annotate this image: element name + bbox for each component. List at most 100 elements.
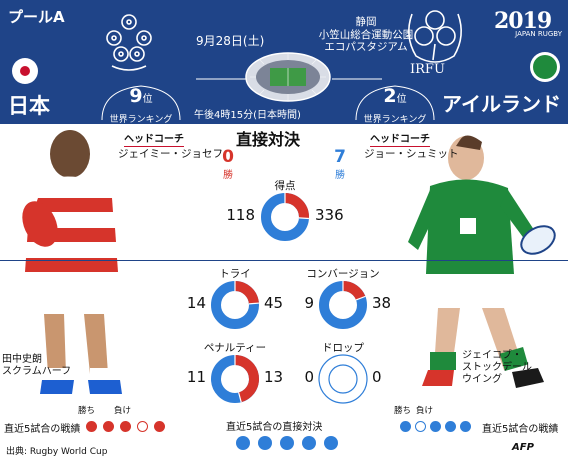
win-dot [460, 421, 471, 432]
kickoff-time: 午後4時15分(日本時間) [194, 110, 301, 121]
stat-label: ドロップ [322, 342, 364, 354]
irfu-text: IRFU [410, 62, 445, 77]
donut-gap [238, 392, 242, 403]
donut-gap [248, 302, 259, 305]
win-dot [430, 421, 441, 432]
japan-flag-icon [12, 58, 38, 84]
header-band: プールA 日本 9位 世界ランキング 9月28日(土) 静岡 小笠山総合運動公園… [0, 0, 568, 125]
ireland-player-caption: ジェイコブ・ ストックデール ウイング [462, 350, 532, 386]
stat-donut-chart [261, 193, 309, 241]
rank-badge-ireland: 2位 世界ランキング [350, 84, 440, 125]
recent-h2h-label: 直近5試合の直接対決 [226, 422, 323, 433]
pool-label: プールA [8, 8, 65, 26]
venue-line: エコパスタジアム [324, 41, 408, 53]
win-dot [258, 436, 272, 450]
donut-gap [355, 295, 366, 301]
team-name-ireland: アイルランド [442, 92, 561, 116]
recent-h2h-results [236, 436, 346, 452]
stat-value-ireland: 13 [264, 368, 284, 386]
win-dot [445, 421, 456, 432]
wins-ireland: 7 勝 [325, 148, 355, 181]
rank-suffix-japan: 位 [142, 94, 153, 105]
donut-outline [328, 364, 358, 394]
stat-value-japan: 11 [186, 368, 206, 386]
stat-value-japan: 0 [304, 368, 314, 386]
win-dot [154, 421, 165, 432]
donut-gap [298, 217, 309, 220]
stat-block-points: 得点 118 336 [205, 178, 365, 258]
recent-record-label-ireland: 直近5試合の戦績 [482, 424, 559, 435]
stat-block-tries: トライ 14 45 [170, 266, 300, 334]
wins-label-japan: 勝 [223, 170, 233, 181]
win-dot [236, 436, 250, 450]
afp-logo: AFP [512, 442, 534, 453]
wc-logo-text: JAPAN RUGBY [515, 30, 562, 38]
stat-value-ireland: 336 [315, 206, 344, 224]
head-coach-name-japan: ジェイミー・ジョセフ [118, 148, 223, 160]
wins-label-ireland: 勝 [335, 170, 345, 181]
win-dot [302, 436, 316, 450]
stat-block-conversions: コンバージョン 9 38 [278, 266, 408, 334]
player-caption-line: ジェイコブ・ [462, 350, 522, 361]
win-dot [400, 421, 411, 432]
head-coach-name-ireland: ジョー・シュミット [364, 148, 459, 160]
ireland-player-photo [408, 135, 556, 388]
divider-line-right [332, 78, 382, 80]
stat-label: 得点 [274, 180, 296, 192]
stat-value-ireland: 38 [372, 294, 392, 312]
jrfu-cherry-blossom-logo [106, 14, 152, 71]
stat-donut-chart [319, 281, 367, 329]
recent-record-ireland [400, 421, 480, 435]
legend-loss-left: 負け [114, 406, 132, 416]
section-divider [0, 260, 568, 261]
loss-dot [415, 421, 426, 432]
wins-count-ireland: 7 [334, 147, 346, 167]
rank-number-ireland: 2 [383, 85, 397, 107]
divider-line-left [196, 78, 246, 80]
stat-value-japan: 118 [226, 206, 255, 224]
rank-suffix-ireland: 位 [396, 94, 407, 105]
stat-block-penalties: ペナルティー 11 13 [170, 340, 300, 408]
win-dot [120, 421, 131, 432]
stat-value-ireland: 0 [372, 368, 382, 386]
stat-donut-chart [211, 355, 259, 403]
stat-label: コンバージョン [306, 268, 380, 280]
japan-player-caption: 田中史朗 スクラムハーフ [2, 354, 71, 378]
stat-value-japan: 14 [186, 294, 206, 312]
loss-dot [137, 421, 148, 432]
legend-loss-right: 負け [416, 406, 434, 416]
head-coach-label-ireland: ヘッドコーチ [370, 130, 430, 147]
recent-record-label-japan: 直近5試合の戦績 [4, 424, 81, 435]
head-coach-label-japan: ヘッドコーチ [124, 130, 184, 147]
venue: 静岡 小笠山総合運動公園 エコパスタジアム [306, 16, 426, 54]
recent-record-japan [86, 421, 176, 435]
stat-donut-chart [318, 354, 368, 404]
win-dot [103, 421, 114, 432]
match-date: 9月28日(土) [196, 34, 265, 48]
win-dot [324, 436, 338, 450]
player-caption-line: スクラムハーフ [2, 366, 72, 377]
wins-count-japan: 0 [222, 147, 234, 167]
donut-segment-ireland [319, 355, 367, 403]
legend-win-left: 勝ち [78, 406, 96, 416]
stat-value-ireland: 45 [264, 294, 284, 312]
content-panel: 田中史朗 スクラムハーフ ジェイコブ・ ストックデール ウイング ヘッドコーチ … [0, 124, 568, 462]
stat-label: ペナルティー [203, 342, 267, 354]
rank-number-japan: 9 [129, 85, 143, 107]
player-caption-line: ウイング [462, 374, 502, 385]
win-dot [280, 436, 294, 450]
rugby-world-cup-logo: 2019 JAPAN RUGBY [494, 8, 562, 40]
stat-value-japan: 9 [304, 294, 314, 312]
irfu-shamrock-logo [408, 10, 462, 63]
player-caption-line: 田中史朗 [2, 354, 42, 365]
donut-outline [318, 354, 368, 404]
stat-donut-chart [211, 281, 259, 329]
venue-line: 静岡 [355, 16, 377, 28]
stat-label: トライ [219, 268, 251, 280]
japan-player-photo [4, 130, 122, 394]
rank-label-japan: 世界ランキング [109, 115, 173, 125]
legend-win-right: 勝ち [394, 406, 412, 416]
wc-logo-year: 2019 [494, 8, 552, 34]
rank-label-ireland: 世界ランキング [363, 115, 427, 125]
source-credit: 出典: Rugby World Cup [6, 447, 108, 457]
